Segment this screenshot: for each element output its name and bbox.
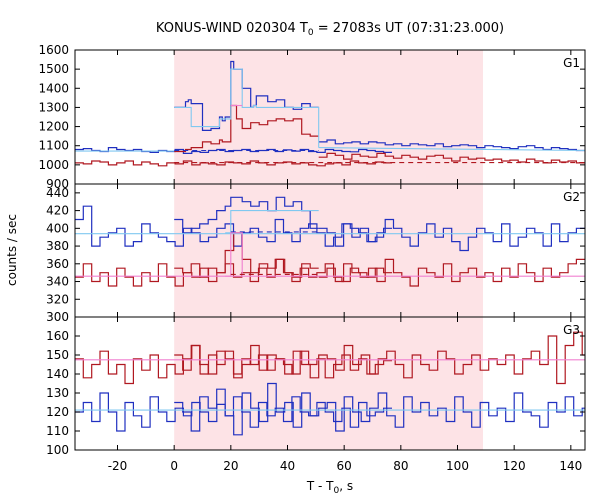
series-red-5	[318, 152, 585, 164]
y-tick-label: 100	[46, 443, 69, 457]
series-blue-0	[75, 147, 392, 154]
x-tick-label: 40	[280, 459, 295, 473]
y-tick-label: 1000	[38, 158, 69, 172]
panel-data	[75, 196, 585, 287]
y-tick-label: 440	[46, 186, 69, 200]
y-tick-label: 340	[46, 275, 69, 289]
series-blue-2	[318, 218, 585, 252]
fit-line-2	[318, 147, 585, 152]
y-tick-label: 380	[46, 239, 69, 253]
panel-label-g2: G2	[563, 190, 580, 204]
panel-g2: 300 320 340 360 380 400 420 440 G2	[46, 183, 586, 324]
y-tick-label: 900	[46, 177, 69, 191]
series-blue-1	[174, 196, 319, 234]
y-tick-label: 360	[46, 257, 69, 271]
x-tick-label: 120	[503, 459, 526, 473]
x-tick-label: 0	[170, 459, 178, 473]
x-tick-label: 20	[223, 459, 238, 473]
y-tick-label: 1600	[38, 43, 69, 57]
series-blue-0	[75, 392, 392, 432]
y-tick-label: 140	[46, 367, 69, 381]
series-red-3	[174, 331, 585, 385]
y-tick-label: 1400	[38, 81, 69, 95]
x-tick-label: 100	[446, 459, 469, 473]
panel-label-g3: G3	[563, 323, 580, 337]
plot-layer: 9001000110012001300140015001600G13003203…	[38, 43, 586, 473]
series-red-4	[174, 232, 319, 278]
panel-frame	[74, 316, 586, 451]
x-axis-label: T - T0, s	[306, 479, 353, 496]
y-tick-label: 130	[46, 386, 69, 400]
series-red-3	[75, 258, 392, 287]
panel-data	[75, 60, 585, 167]
panel-g3: 100 110 120 130 140 150 160 G3	[46, 316, 586, 457]
panel-label-g1: G1	[563, 56, 580, 70]
panel-data	[75, 331, 585, 436]
y-tick-label: 1500	[38, 62, 69, 76]
panel-g1: 900 1000 1100 1200 1300 1400 1500 1600 G1	[38, 43, 586, 191]
y-tick-label: 420	[46, 204, 69, 218]
x-tick-label: 80	[393, 459, 408, 473]
shaded-interval	[174, 50, 483, 450]
series-red-4	[174, 104, 319, 153]
y-tick-label: 1100	[38, 139, 69, 153]
y-tick-label: 160	[46, 329, 69, 343]
series-blue-1	[174, 382, 585, 436]
x-tick-label: 60	[337, 459, 352, 473]
fit-step-4	[225, 232, 243, 277]
x-tick-label: -20	[108, 459, 128, 473]
x-tick-label: 140	[559, 459, 582, 473]
series-blue-2	[318, 139, 585, 152]
chart-title: KONUS-WIND 020304 T0 = 27083s UT (07:31:…	[156, 21, 504, 38]
y-tick-label: 1200	[38, 120, 69, 134]
y-axis-label: counts / sec	[5, 214, 19, 286]
series-red-5	[318, 258, 585, 287]
y-tick-label: 150	[46, 348, 69, 362]
y-tick-label: 400	[46, 221, 69, 235]
fit-step-1	[225, 210, 319, 234]
y-tick-label: 320	[46, 292, 69, 306]
fit-step-1	[174, 68, 320, 148]
y-tick-label: 120	[46, 405, 69, 419]
y-tick-label: 110	[46, 424, 69, 438]
y-tick-label: 300	[46, 310, 69, 324]
y-tick-label: 1300	[38, 100, 69, 114]
